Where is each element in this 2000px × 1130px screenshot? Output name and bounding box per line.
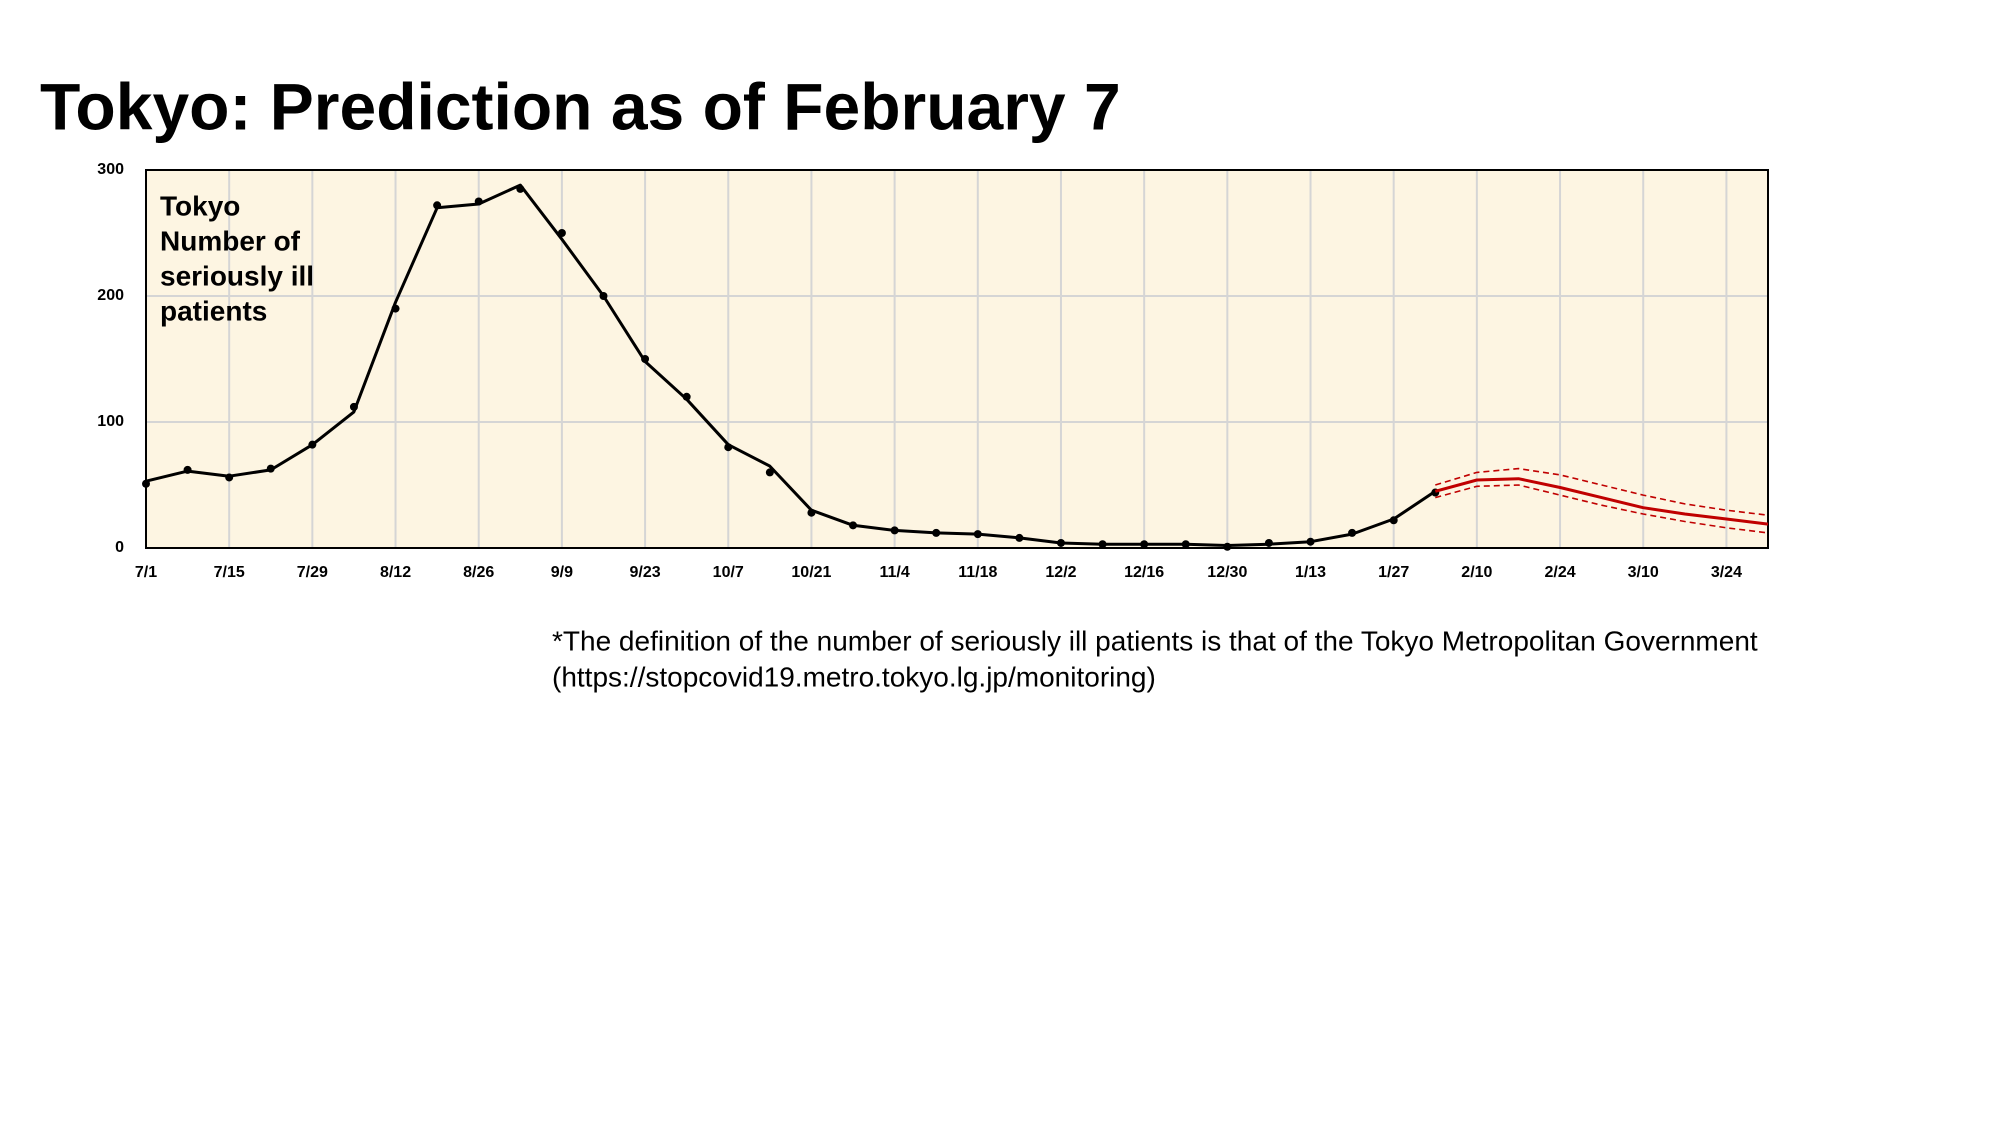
x-tick-label: 12/30 xyxy=(1207,564,1247,581)
plot-area xyxy=(146,170,1768,548)
y-tick-label: 300 xyxy=(97,161,124,178)
plot-frame xyxy=(145,169,1769,549)
series-line xyxy=(145,183,1437,547)
series-line xyxy=(1435,467,1769,516)
x-tick-label: 11/4 xyxy=(879,564,909,581)
x-tick-label: 7/1 xyxy=(135,564,157,581)
annotation: Tokyo xyxy=(160,190,240,221)
x-tick-label: 3/24 xyxy=(1711,564,1742,581)
x-tick-label: 8/12 xyxy=(380,564,411,581)
footnote: (https://stopcovid19.metro.tokyo.lg.jp/m… xyxy=(552,661,1156,692)
x-tick-label: 8/26 xyxy=(463,564,494,581)
annotation: seriously ill xyxy=(160,260,314,291)
x-tick-label: 1/27 xyxy=(1378,564,1409,581)
chart-title: Tokyo: Prediction as of February 7 xyxy=(40,69,1121,143)
x-tick-label: 10/21 xyxy=(791,564,831,581)
x-tick-label: 12/2 xyxy=(1045,564,1076,581)
x-tick-label: 11/18 xyxy=(958,564,997,581)
annotation: patients xyxy=(160,295,267,326)
footnote: *The definition of the number of serious… xyxy=(552,625,1758,656)
annotation: Number of xyxy=(160,225,301,256)
x-tick-label: 3/10 xyxy=(1628,564,1659,581)
x-tick-label: 7/15 xyxy=(214,564,245,581)
x-tick-label: 12/16 xyxy=(1124,564,1164,581)
x-tick-label: 2/10 xyxy=(1461,564,1492,581)
x-tick-label: 9/9 xyxy=(551,564,573,581)
y-tick-label: 100 xyxy=(97,413,124,430)
series-line xyxy=(1434,477,1769,526)
x-tick-label: 2/24 xyxy=(1544,564,1575,581)
x-tick-label: 9/23 xyxy=(630,564,661,581)
x-tick-label: 10/7 xyxy=(713,564,744,581)
x-tick-label: 7/29 xyxy=(297,564,328,581)
series-line xyxy=(1435,484,1769,534)
x-tick-label: 1/13 xyxy=(1295,564,1326,581)
y-tick-label: 200 xyxy=(97,287,124,304)
y-tick-label: 0 xyxy=(115,539,124,556)
